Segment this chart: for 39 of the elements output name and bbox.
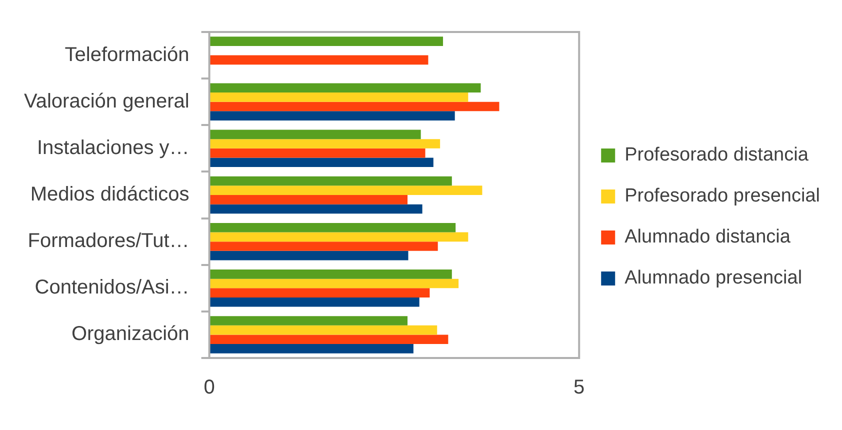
bar — [209, 186, 482, 195]
bar — [209, 111, 455, 120]
y-tick-label: Instalaciones y… — [36, 136, 190, 159]
bar — [209, 334, 448, 344]
bar — [209, 176, 452, 186]
y-tick-label: Valoración general — [24, 90, 190, 112]
bar — [209, 297, 420, 307]
bar — [209, 278, 459, 288]
bar — [209, 232, 468, 242]
legend-label: Alumnado presencial — [624, 268, 802, 289]
bar — [209, 344, 414, 354]
bar — [209, 204, 422, 214]
legend-label: Profesorado presencial — [624, 186, 820, 207]
bar — [209, 148, 426, 158]
bar — [209, 242, 438, 251]
bar — [209, 102, 500, 112]
legend-label: Profesorado distancia — [624, 144, 809, 166]
x-tick-label: 0 — [204, 376, 215, 399]
bar — [209, 55, 428, 65]
y-tick-label: Medios didácticos — [30, 184, 190, 206]
bar — [209, 92, 468, 102]
y-tick-label: Formadores/Tut… — [28, 230, 190, 252]
bar — [209, 139, 440, 148]
bar — [209, 270, 452, 279]
bar — [209, 222, 456, 232]
x-tick-label: 5 — [574, 376, 585, 399]
bar — [209, 83, 481, 93]
bar — [209, 250, 408, 260]
bar — [209, 36, 444, 46]
bar — [209, 130, 421, 140]
bar — [209, 195, 408, 204]
y-tick-label: Organización — [71, 323, 190, 346]
y-tick-label: Teleformación — [64, 44, 190, 66]
bar — [209, 325, 438, 335]
bar — [209, 158, 434, 168]
bar — [209, 316, 408, 326]
y-tick-label: Contenidos/Asi… — [34, 276, 190, 299]
bar — [209, 288, 430, 298]
legend-label: Alumnado distancia — [624, 226, 791, 248]
